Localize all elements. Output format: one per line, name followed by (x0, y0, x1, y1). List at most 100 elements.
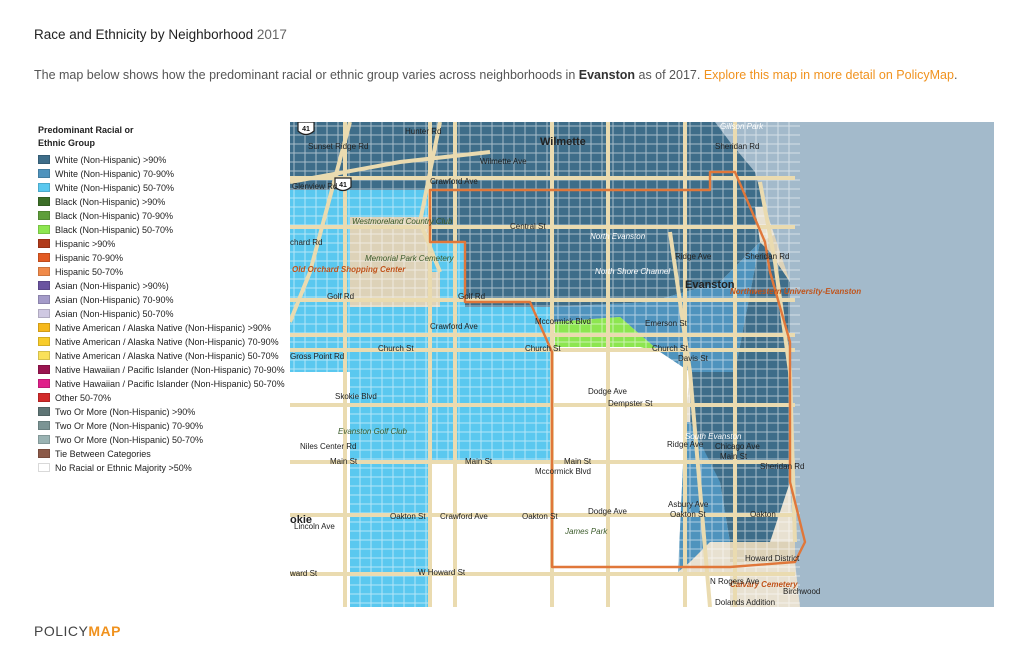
map-label-davis-st: Davis St (678, 354, 708, 363)
map-label-sheridan-n: Sheridan Rd (715, 142, 760, 151)
legend-label: White (Non-Hispanic) 70-90% (55, 169, 175, 179)
map-label-hunter-rd: Hunter Rd (405, 127, 442, 136)
map-label-northwestern: Northwestern University-Evanston (730, 287, 862, 296)
legend-item: No Racial or Ethnic Majority >50% (38, 463, 288, 473)
legend-item: Native Hawaiian / Pacific Islander (Non-… (38, 365, 288, 375)
legend-label: Two Or More (Non-Hispanic) 50-70% (55, 435, 204, 445)
title-year: 2017 (256, 27, 287, 42)
explore-policymap-link[interactable]: Explore this map in more detail on Polic… (703, 68, 954, 82)
map-label-golf-rd-w: Golf Rd (327, 292, 355, 301)
legend-item: Asian (Non-Hispanic) 50-70% (38, 309, 288, 319)
map-legend: Predominant Racial or Ethnic Group White… (38, 124, 288, 477)
map-canvas[interactable]: 41 41 (290, 122, 994, 607)
map-label-howard-district: Howard District (745, 554, 800, 563)
map-label-south-evanston: South Evanston (685, 432, 742, 441)
map-label-wilmette-ave: Wilmette Ave (480, 157, 527, 166)
map-label-memorial-park: Memorial Park Cemetery (365, 254, 454, 263)
legend-label: Two Or More (Non-Hispanic) 70-90% (55, 421, 204, 431)
legend-swatch (38, 407, 50, 416)
map-label-mccormick-s: Mccormick Blvd (535, 467, 592, 476)
map-label-skokie-blvd: Skokie Blvd (335, 392, 377, 401)
map-label-oakton-w: Oakton St (390, 512, 426, 521)
map-label-north-evanston: North Evanston (590, 232, 646, 241)
map-label-church-st-e: Church St (652, 344, 688, 353)
map-label-crawford-c: Crawford Ave (440, 512, 488, 521)
legend-label: Tie Between Categories (55, 449, 151, 459)
legend-swatch (38, 393, 50, 402)
map-label-church-st-w: Church St (378, 344, 414, 353)
legend-label: Black (Non-Hispanic) 70-90% (55, 211, 174, 221)
map-label-old-orchard: Old Orchard Shopping Center (292, 265, 406, 274)
map-label-crawford-s: Crawford Ave (430, 322, 478, 331)
map-label-main-st-c: Main St (465, 457, 493, 466)
policymap-logo[interactable]: POLICYMAP (34, 623, 121, 639)
legend-label: Hispanic >90% (55, 239, 116, 249)
description-text: The map below shows how the predominant … (34, 68, 579, 82)
legend-label: No Racial or Ethnic Majority >50% (55, 463, 192, 473)
legend-swatch (38, 197, 50, 206)
map-label-dempster-st: Dempster St (608, 399, 653, 408)
legend-swatch (38, 183, 50, 192)
map-label-ridge-s: Ridge Ave (667, 440, 704, 449)
legend-swatch (38, 463, 50, 472)
title-text: Race and Ethnicity by Neighborhood (34, 27, 254, 42)
legend-label: Black (Non-Hispanic) >90% (55, 197, 166, 207)
legend-item: White (Non-Hispanic) >90% (38, 155, 288, 165)
legend-item: Native Hawaiian / Pacific Islander (Non-… (38, 379, 288, 389)
legend-swatch (38, 295, 50, 304)
highway-shield: 41 (334, 177, 352, 192)
map-label-chicago-ave: Chicago Ave (715, 442, 760, 451)
map-label-evanston: Evanston (685, 279, 735, 291)
legend-label: Asian (Non-Hispanic) >90%) (55, 281, 169, 291)
legend-label: Native Hawaiian / Pacific Islander (Non-… (55, 365, 285, 375)
map-label-glenview-rd: Glenview Rd (292, 182, 338, 191)
map-label-mccormick-n: Mccormick Blvd (535, 317, 592, 326)
map-label-asbury: Asbury Ave (668, 500, 709, 509)
map-label-oakton-e: Oakton St (670, 510, 706, 519)
legend-label: Native Hawaiian / Pacific Islander (Non-… (55, 379, 285, 389)
legend-item: Black (Non-Hispanic) >90% (38, 197, 288, 207)
map-label-central-st: Central St (510, 222, 546, 231)
legend-swatch (38, 239, 50, 248)
map-label-crawford-n: Crawford Ave (430, 177, 478, 186)
map-label-golf-rd-e: Golf Rd (458, 292, 486, 301)
map-label-emerson-st: Emerson St (645, 319, 687, 328)
legend-label: Hispanic 70-90% (55, 253, 124, 263)
legend-item: Two Or More (Non-Hispanic) >90% (38, 407, 288, 417)
legend-item: Tie Between Categories (38, 449, 288, 459)
legend-label: Asian (Non-Hispanic) 50-70% (55, 309, 174, 319)
legend-item: White (Non-Hispanic) 50-70% (38, 183, 288, 193)
legend-label: White (Non-Hispanic) 50-70% (55, 183, 175, 193)
map-label-howard-w: W Howard St (418, 568, 466, 577)
legend-swatch (38, 211, 50, 220)
legend-item: Native American / Alaska Native (Non-His… (38, 337, 288, 347)
legend-swatch (38, 365, 50, 374)
legend-swatch (38, 421, 50, 430)
legend-label: Hispanic 50-70% (55, 267, 124, 277)
legend-swatch (38, 379, 50, 388)
map-label-dodge-s: Dodge Ave (588, 507, 627, 516)
legend-swatch (38, 323, 50, 332)
map-label-james-park: James Park (565, 527, 608, 536)
map-label-main-st-e2: Main St (720, 452, 748, 461)
legend-title: Predominant Racial or Ethnic Group (38, 125, 134, 148)
legend-item: Native American / Alaska Native (Non-His… (38, 351, 288, 361)
legend-item: Other 50-70% (38, 393, 288, 403)
map-label-evanston-golf: Evanston Golf Club (338, 427, 407, 436)
map-label-main-st-w: Main St (330, 457, 358, 466)
description-text-end: . (953, 68, 958, 82)
legend-swatch (38, 309, 50, 318)
legend-label: Native American / Alaska Native (Non-His… (55, 337, 279, 347)
map-label-niles-center: Niles Center Rd (300, 442, 357, 451)
map-label-okie: okie (290, 514, 313, 526)
legend-swatch (38, 225, 50, 234)
map-label-wilmette: Wilmette (540, 136, 586, 148)
neighborhood-map[interactable]: 41 41 Wilmette Evanston North Evanston South… (290, 122, 994, 607)
legend-label: Black (Non-Hispanic) 50-70% (55, 225, 174, 235)
legend-item: Asian (Non-Hispanic) >90%) (38, 281, 288, 291)
description-place: Evanston (578, 68, 636, 82)
legend-item: Two Or More (Non-Hispanic) 50-70% (38, 435, 288, 445)
map-label-dodge-n: Dodge Ave (588, 387, 627, 396)
map-label-oakton-c: Oakton St (522, 512, 558, 521)
legend-swatch (38, 267, 50, 276)
